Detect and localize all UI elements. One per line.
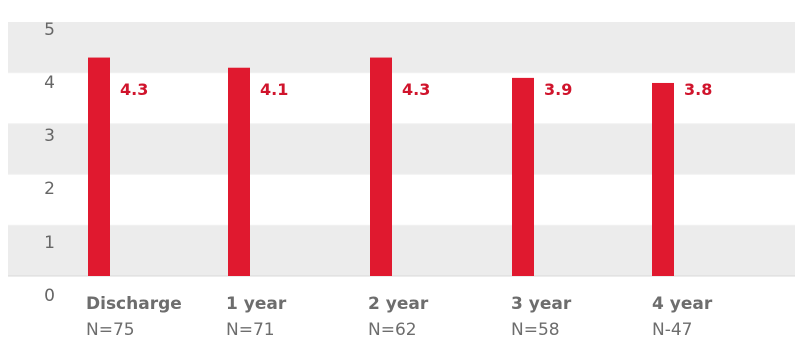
bar: [88, 57, 110, 277]
x-axis-labels: Discharge N=75 1 year N=71 2 year N=62 3 year N…: [86, 294, 713, 340]
x-sample-size-label: N=62: [368, 320, 417, 340]
x-category-label: 2 year: [368, 294, 429, 314]
y-tick-label: 3: [44, 126, 55, 146]
value-label: 3.8: [684, 80, 712, 99]
y-tick-label: 4: [44, 73, 55, 93]
bars: [88, 57, 674, 277]
x-category-label: 3 year: [511, 294, 572, 314]
x-category-label: Discharge: [86, 294, 182, 314]
value-label: 4.3: [120, 80, 148, 99]
y-tick-label: 1: [44, 233, 55, 253]
x-sample-size-label: N=75: [86, 320, 135, 340]
value-label: 3.9: [544, 80, 572, 99]
x-category-label: 4 year: [652, 294, 713, 314]
y-tick-label: 0: [44, 286, 55, 306]
x-sample-size-label: N=58: [511, 320, 560, 340]
grid-band: [8, 22, 795, 73]
y-tick-label: 2: [44, 179, 55, 199]
grid-bands: [8, 22, 795, 276]
value-labels: 4.3 4.1 4.3 3.9 3.8: [120, 80, 712, 99]
x-sample-size-label: N=71: [226, 320, 275, 340]
bar: [512, 77, 534, 276]
x-sample-size-label: N-47: [652, 320, 692, 340]
y-axis-ticks: 0 1 2 3 4 5: [44, 20, 55, 306]
grid-band: [8, 123, 795, 175]
grid-band: [8, 225, 795, 276]
y-tick-label: 5: [44, 20, 55, 40]
x-category-label: 1 year: [226, 294, 287, 314]
grid-band: [8, 174, 795, 226]
bar: [228, 67, 250, 276]
value-label: 4.1: [260, 80, 288, 99]
bar: [652, 82, 674, 277]
bar: [370, 57, 392, 277]
value-label: 4.3: [402, 80, 430, 99]
